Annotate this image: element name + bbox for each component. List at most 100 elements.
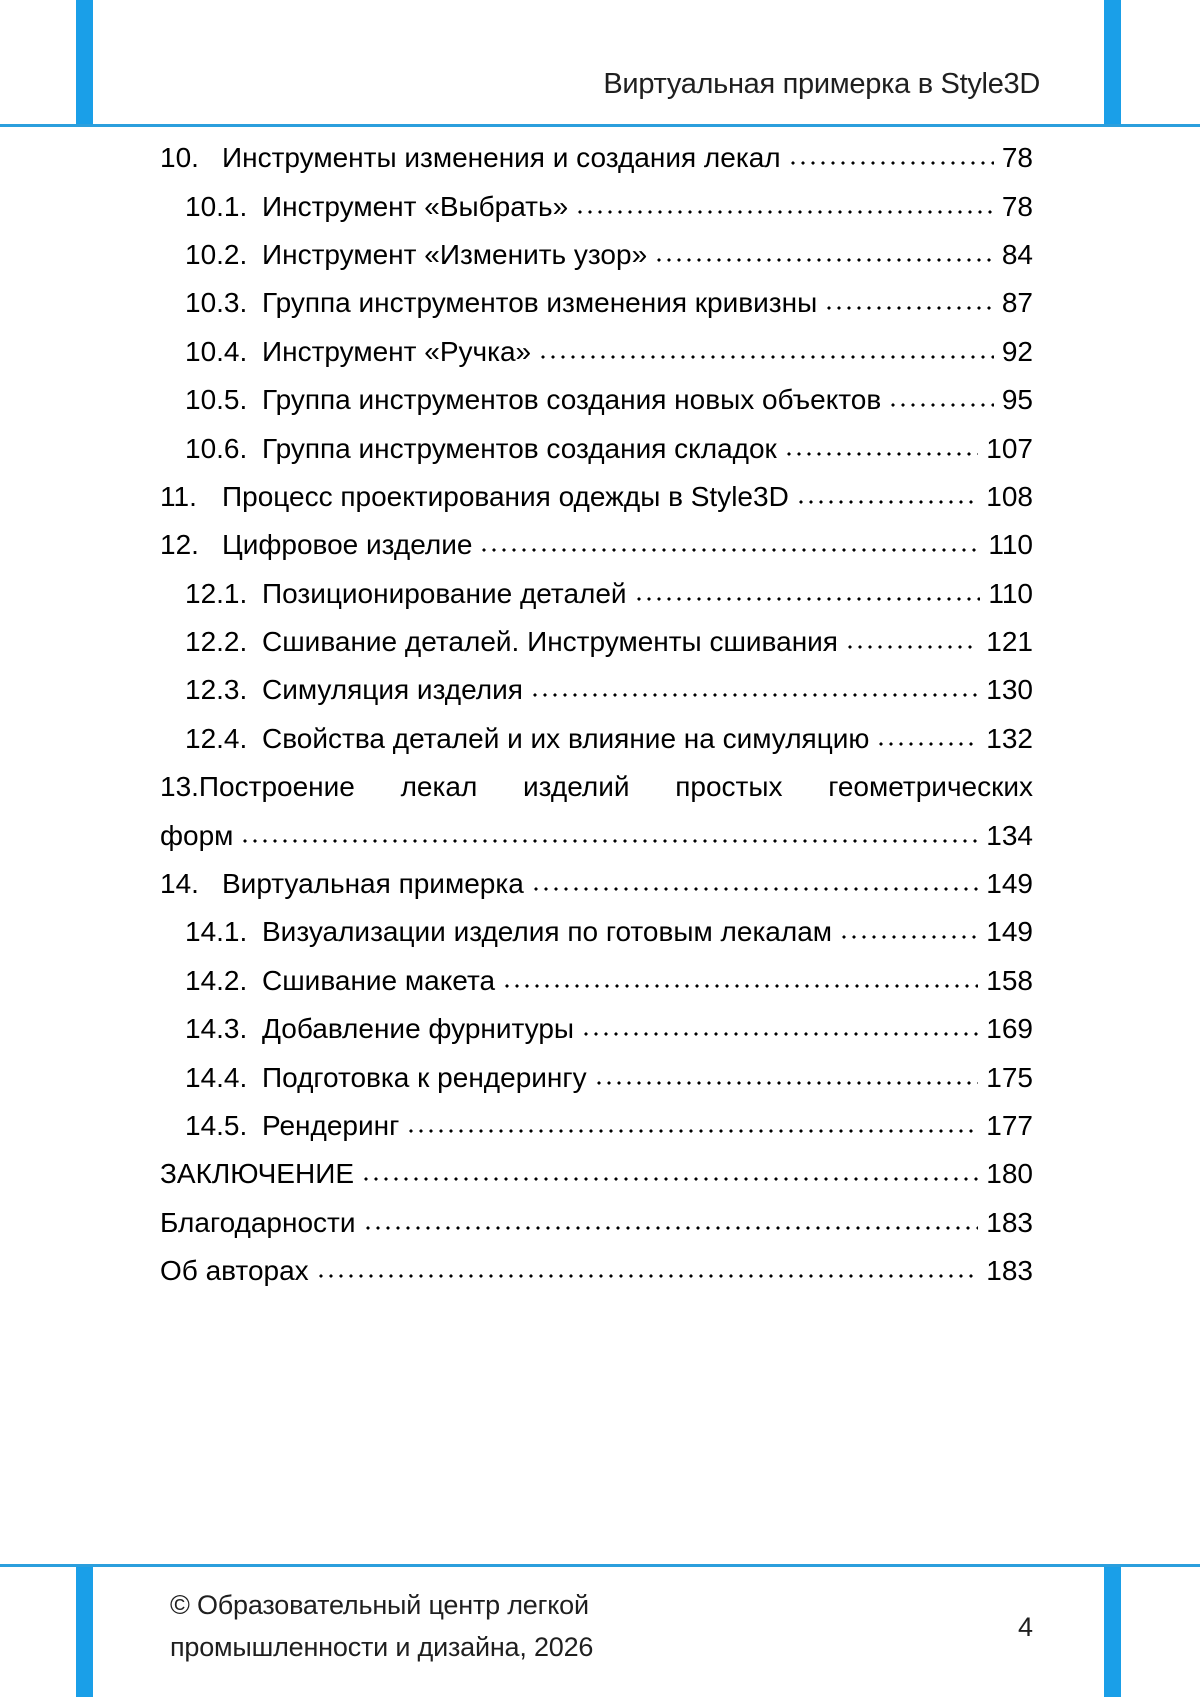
toc-entry-title: Позиционирование деталей bbox=[262, 577, 627, 609]
dot-leader bbox=[842, 617, 979, 667]
toc-entry-number: 12.1. bbox=[185, 577, 248, 609]
copyright-line-2: промышленности и дизайна, 2026 bbox=[170, 1632, 594, 1662]
toc-entry-title: Инструмент «Выбрать» bbox=[262, 190, 569, 222]
toc-entry: 14.2. Сшивание макета 158 bbox=[160, 956, 1033, 1006]
bottom-left-accent-bar bbox=[76, 1567, 93, 1697]
dot-leader bbox=[837, 908, 979, 957]
toc-entry-page: 177 bbox=[986, 1110, 1033, 1141]
toc-entry-number: 10.3. bbox=[185, 287, 248, 319]
dot-leader bbox=[579, 1005, 979, 1054]
toc-entry-page: 130 bbox=[986, 674, 1033, 706]
toc-entry-page: 149 bbox=[986, 868, 1033, 900]
toc-entry-page: 169 bbox=[986, 1013, 1033, 1045]
dot-leader bbox=[360, 1198, 979, 1247]
bottom-right-accent-bar bbox=[1104, 1567, 1121, 1697]
toc-entry: 12.4. Свойства деталей и их влияние на с… bbox=[160, 714, 1033, 764]
toc-entry: 10. Инструменты изменения и создания лек… bbox=[160, 134, 1033, 183]
toc-entry-number: 12.2. bbox=[185, 626, 248, 658]
toc-entry-title: Рендеринг bbox=[262, 1110, 400, 1141]
toc-entry-number: 11. bbox=[160, 480, 197, 512]
top-right-accent-bar bbox=[1104, 0, 1121, 125]
dot-leader bbox=[238, 811, 979, 860]
toc-entry: 12.3. Симуляция изделия 130 bbox=[160, 666, 1033, 715]
toc-entry: 14. Виртуальная примерка 149 bbox=[160, 859, 1033, 909]
dot-leader bbox=[785, 134, 994, 183]
toc-entry: 14.5. Рендеринг 177 bbox=[160, 1101, 1033, 1151]
top-left-accent-bar bbox=[76, 0, 93, 125]
toc-entry-page: 180 bbox=[986, 1158, 1033, 1190]
toc-entry: 11. Процесс проектирования одежды в Styl… bbox=[160, 472, 1033, 522]
toc-entry: 12.2. Сшивание деталей. Инструменты сшив… bbox=[160, 617, 1033, 667]
toc-entry: 14.4. Подготовка к рендерингу 175 bbox=[160, 1053, 1033, 1102]
toc-entry-page: 87 bbox=[1001, 287, 1033, 319]
toc-entry-title: Инструмент «Ручка» bbox=[262, 335, 532, 367]
running-title: Виртуальная примерка в Style3D bbox=[603, 68, 1040, 100]
toc-entry-number: 10.6. bbox=[185, 432, 248, 464]
toc-entry-title: ЗАКЛЮЧЕНИЕ bbox=[160, 1158, 354, 1190]
toc-entry-page: 175 bbox=[986, 1061, 1033, 1093]
toc-entry-title: Сшивание деталей. Инструменты сшивания bbox=[262, 626, 838, 658]
toc-entry-page: 183 bbox=[986, 1206, 1033, 1238]
toc-entry-wrapped-line: 13.Построение лекал изделий простых геом… bbox=[160, 771, 1033, 803]
toc-entry: 10.5. Группа инструментов создания новых… bbox=[160, 375, 1033, 425]
toc-entry: Об авторах 183 bbox=[160, 1246, 1033, 1296]
dot-leader bbox=[313, 1246, 979, 1296]
dot-leader bbox=[781, 424, 979, 473]
toc-entry: 14.1. Визуализации изделия по готовым ле… bbox=[160, 908, 1033, 957]
toc-entry-number: 14.5. bbox=[185, 1110, 248, 1141]
toc-entry-page: 95 bbox=[1001, 384, 1033, 416]
dot-leader bbox=[886, 375, 994, 425]
toc-entry: 10.2. Инструмент «Изменить узор» 84 bbox=[160, 230, 1033, 280]
toc-entry: 12.1. Позиционирование деталей 110 bbox=[160, 569, 1033, 618]
toc-entry-number: 10. bbox=[160, 142, 199, 174]
dot-leader bbox=[500, 956, 979, 1006]
toc-entry-page: 92 bbox=[1001, 335, 1033, 367]
toc-entry-page: 134 bbox=[986, 819, 1033, 851]
toc-entry-page: 78 bbox=[1001, 190, 1033, 222]
dot-leader bbox=[528, 859, 979, 909]
dot-leader bbox=[536, 327, 994, 376]
toc-entry-number: 14. bbox=[160, 868, 199, 900]
toc-entry-title: Об авторах bbox=[160, 1255, 309, 1287]
toc-entry-page: 107 bbox=[986, 432, 1033, 464]
toc-entry: 10.4. Инструмент «Ручка» 92 bbox=[160, 327, 1033, 376]
toc-entry-page: 158 bbox=[986, 964, 1033, 996]
toc-entry-title: Подготовка к рендерингу bbox=[262, 1061, 587, 1093]
toc-entry-number: 12.3. bbox=[185, 674, 248, 706]
toc-entry-page: 149 bbox=[986, 916, 1033, 948]
dot-leader bbox=[631, 569, 981, 618]
toc-entry-page: 84 bbox=[1001, 238, 1033, 270]
toc-entry: Благодарности 183 bbox=[160, 1198, 1033, 1247]
page-header: Виртуальная примерка в Style3D bbox=[160, 68, 1040, 101]
toc-entry-title: Группа инструментов изменения кривизны bbox=[262, 287, 818, 319]
toc-entry-number: 12. bbox=[160, 529, 199, 561]
toc-entry-page: 110 bbox=[988, 529, 1033, 561]
toc-entry-number: 10.5. bbox=[185, 384, 248, 416]
toc-entry-title: Симуляция изделия bbox=[262, 674, 523, 706]
toc-entry-number: 10.2. bbox=[185, 238, 248, 270]
toc-entry-title: Добавление фурнитуры bbox=[262, 1013, 575, 1045]
toc-entry-title: форм bbox=[160, 819, 234, 851]
toc-entry-number: 10.4. bbox=[185, 335, 248, 367]
page-number: 4 bbox=[1017, 1612, 1033, 1642]
toc-entry: 10.3. Группа инструментов изменения крив… bbox=[160, 279, 1033, 328]
toc-entry-title: Визуализации изделия по готовым лекалам bbox=[262, 916, 833, 948]
dot-leader bbox=[404, 1101, 979, 1151]
toc-entry-number: 14.3. bbox=[185, 1013, 248, 1045]
copyright-notice: © Образовательный центр легкой промышлен… bbox=[170, 1584, 593, 1668]
copyright-line-1: © Образовательный центр легкой bbox=[170, 1590, 589, 1620]
toc-entry: 12. Цифровое изделие 110 bbox=[160, 521, 1033, 570]
toc-entry-number: 14.1. bbox=[185, 916, 248, 948]
toc-entry: 10.1. Инструмент «Выбрать» 78 bbox=[160, 182, 1033, 231]
dot-leader bbox=[477, 521, 981, 570]
toc-entry-page: 78 bbox=[1001, 142, 1033, 174]
toc-entry-number: 12.4. bbox=[185, 722, 248, 754]
toc-entry-title: Группа инструментов создания складок bbox=[262, 432, 777, 464]
toc-entry: ЗАКЛЮЧЕНИЕ 180 bbox=[160, 1150, 1033, 1199]
toc-entry-page: 108 bbox=[986, 480, 1033, 512]
dot-leader bbox=[527, 666, 979, 715]
footer-divider bbox=[0, 1564, 1200, 1567]
toc-entry-title: Инструмент «Изменить узор» bbox=[262, 238, 648, 270]
toc-entry: 10.6. Группа инструментов создания склад… bbox=[160, 424, 1033, 473]
toc-entry-number: 14.2. bbox=[185, 964, 248, 996]
